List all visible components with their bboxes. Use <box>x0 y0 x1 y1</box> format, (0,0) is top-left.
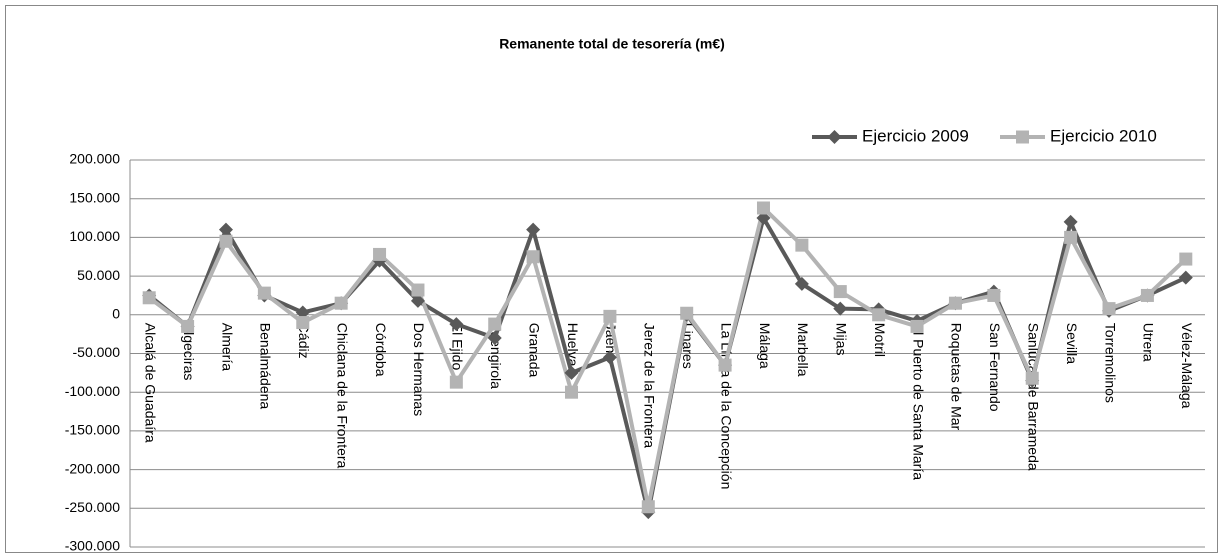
point <box>1064 230 1078 244</box>
x-tick-label: Marbella <box>795 323 811 377</box>
point <box>827 130 842 144</box>
y-tick-label: 100.000 <box>69 228 120 244</box>
x-tick-label: Algeciras <box>181 323 197 381</box>
point <box>526 250 540 264</box>
point <box>564 365 579 380</box>
point <box>948 296 962 310</box>
x-tick-label: La Línea de la Concepción <box>718 323 734 490</box>
point <box>1140 288 1154 302</box>
point <box>872 308 886 322</box>
point <box>181 319 195 333</box>
y-tick-label: 0 <box>112 306 120 322</box>
x-tick-label: Dos Hermanas <box>411 323 427 416</box>
x-tick-label: Cádiz <box>296 323 312 359</box>
point <box>833 301 848 316</box>
x-tick-label: El Ejido <box>450 323 466 371</box>
point <box>910 319 924 333</box>
x-tick-label: San Fernando <box>987 323 1003 412</box>
series-line <box>148 205 1188 509</box>
point <box>565 385 579 399</box>
x-tick-label: Sevilla <box>1064 323 1080 364</box>
x-tick-label: El Puerto de Santa María <box>910 323 926 480</box>
y-tick-label: -100.000 <box>65 383 120 399</box>
x-tick-label: Jerez de la Frontera <box>642 323 658 448</box>
point <box>718 358 732 372</box>
x-tick-label: Benalmádena <box>258 323 274 410</box>
y-tick-label: -200.000 <box>65 460 120 476</box>
x-tick-label: Torremolinos <box>1102 323 1118 403</box>
y-tick-label: 150.000 <box>69 189 120 205</box>
y-tick-label: 50.000 <box>77 267 120 283</box>
point <box>833 285 847 299</box>
x-tick-label: Mijas <box>834 323 850 356</box>
x-tick-label: Alcalá de Guadaíra <box>142 323 158 443</box>
point <box>1179 252 1193 266</box>
y-tick-label: -150.000 <box>65 422 120 438</box>
point <box>680 306 694 320</box>
point <box>449 317 464 332</box>
point <box>449 375 463 389</box>
point <box>1102 302 1116 316</box>
point <box>373 247 387 261</box>
x-tick-label: Roquetas de Mar <box>949 323 965 431</box>
point <box>526 222 541 237</box>
legend-label: Ejercicio 2009 <box>862 126 969 145</box>
point <box>795 238 809 252</box>
point <box>756 211 771 226</box>
point <box>410 293 425 308</box>
y-tick-label: -50.000 <box>73 344 121 360</box>
point <box>295 305 310 320</box>
y-tick-label: -250.000 <box>65 499 120 515</box>
point <box>987 288 1001 302</box>
point <box>1025 371 1039 385</box>
point <box>488 317 502 331</box>
point <box>1178 270 1193 285</box>
point <box>218 222 233 237</box>
x-tick-label: Málaga <box>757 323 773 369</box>
x-tick-label: Chiclana de la Frontera <box>334 323 350 469</box>
point <box>641 500 655 514</box>
x-tick-label: Almería <box>219 323 235 371</box>
point <box>603 309 617 323</box>
point <box>334 296 348 310</box>
point <box>296 316 310 330</box>
point <box>142 291 156 305</box>
point <box>487 331 502 346</box>
x-tick-label: Granada <box>526 323 542 378</box>
y-tick-label: -300.000 <box>65 538 120 554</box>
legend-label: Ejercicio 2010 <box>1050 126 1157 145</box>
point <box>756 201 770 215</box>
point <box>602 350 617 365</box>
point <box>794 276 809 291</box>
x-tick-label: Vélez-Málaga <box>1179 323 1195 409</box>
y-tick-label: 200.000 <box>69 151 120 167</box>
x-tick-label: Motril <box>872 323 888 357</box>
chart-title: Remanente total de tesorería (m€) <box>499 36 725 52</box>
x-tick-label: Utrera <box>1141 323 1157 362</box>
point <box>257 286 271 300</box>
point <box>219 234 233 248</box>
point <box>1016 130 1029 144</box>
point <box>411 283 425 297</box>
x-tick-label: Córdoba <box>373 323 389 377</box>
point <box>1063 214 1078 229</box>
